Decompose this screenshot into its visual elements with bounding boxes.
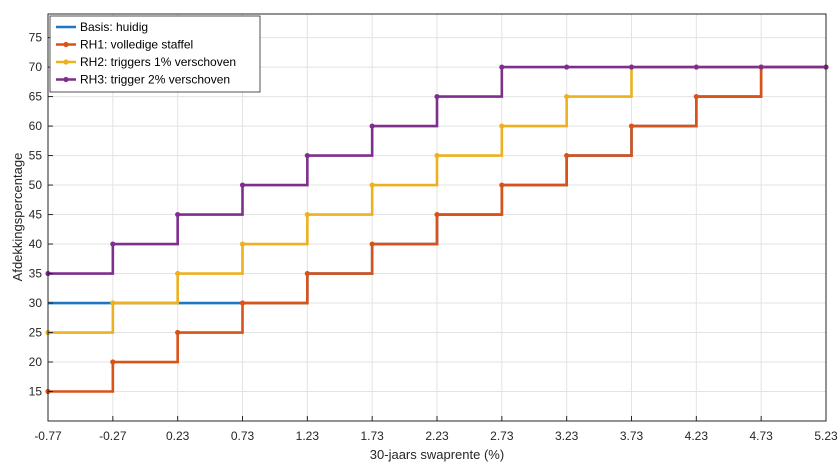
series-2-point bbox=[564, 152, 570, 159]
y-tick-label: 25 bbox=[29, 326, 43, 340]
y-tick-label: 60 bbox=[29, 119, 43, 133]
x-axis-label: 30-jaars swaprente (%) bbox=[370, 447, 504, 462]
y-axis-label: Afdekkingspercentage bbox=[10, 153, 25, 282]
x-tick-label: 3.73 bbox=[620, 429, 644, 443]
series-line-3 bbox=[48, 65, 826, 334]
x-tick-label: 4.23 bbox=[685, 429, 709, 443]
series-4-point bbox=[628, 64, 635, 70]
series-4-point bbox=[369, 123, 375, 129]
x-tick-label: 0.23 bbox=[166, 429, 190, 443]
x-tick-label: 2.23 bbox=[425, 429, 449, 443]
y-tick-label: 35 bbox=[29, 267, 43, 281]
series-3-point bbox=[110, 300, 116, 306]
y-tick-label: 40 bbox=[29, 237, 43, 251]
series-4-point bbox=[564, 64, 570, 70]
series-4-point bbox=[499, 64, 505, 70]
y-tick-label: 75 bbox=[29, 31, 43, 45]
series-3-point bbox=[564, 93, 570, 100]
series-3-point bbox=[369, 182, 375, 188]
series-2-point bbox=[369, 241, 375, 247]
series-2-point bbox=[239, 300, 246, 306]
legend-label: Basis: huidig bbox=[80, 20, 148, 34]
series-2-point bbox=[175, 329, 181, 336]
x-tick-label: -0.77 bbox=[34, 429, 62, 443]
series-line-2 bbox=[48, 65, 826, 393]
y-tick-label: 45 bbox=[29, 208, 43, 222]
series-3-point bbox=[499, 123, 505, 129]
series-3-point bbox=[239, 241, 246, 247]
series-2-point bbox=[628, 123, 635, 129]
legend-marker bbox=[63, 59, 69, 65]
series-4-point bbox=[110, 241, 116, 247]
series-4-point bbox=[758, 64, 764, 70]
y-tick-label: 50 bbox=[29, 178, 43, 192]
y-tick-label: 65 bbox=[29, 90, 43, 104]
y-tick-label: 30 bbox=[29, 296, 43, 310]
x-tick-label: -0.27 bbox=[99, 429, 127, 443]
legend-label: RH3: trigger 2% verschoven bbox=[80, 73, 230, 87]
series-4-point bbox=[434, 93, 440, 100]
x-tick-label: 4.73 bbox=[749, 429, 773, 443]
series-4-point bbox=[693, 64, 699, 70]
x-tick-label: 2.73 bbox=[490, 429, 514, 443]
series-4-point bbox=[175, 211, 181, 218]
y-tick-label: 70 bbox=[29, 60, 43, 74]
series-2-point bbox=[499, 182, 505, 188]
x-tick-label: 1.73 bbox=[360, 429, 384, 443]
y-axis-ticks: 15 20 25 30 35 40 45 50 55 60 65 70 75 bbox=[29, 31, 53, 399]
y-tick-label: 15 bbox=[29, 385, 43, 399]
x-tick-label: 5.23 bbox=[814, 429, 838, 443]
legend-label: RH2: triggers 1% verschoven bbox=[80, 55, 236, 69]
series-3-point bbox=[434, 152, 440, 159]
x-tick-label: 0.73 bbox=[231, 429, 255, 443]
series-lines bbox=[48, 65, 826, 393]
y-tick-label: 20 bbox=[29, 355, 43, 369]
legend-box bbox=[49, 15, 261, 93]
series-2-point bbox=[434, 211, 440, 218]
x-tick-label: 1.23 bbox=[296, 429, 320, 443]
legend: Basis: huidig RH1: volledige staffel RH2: … bbox=[49, 15, 261, 93]
series-markers bbox=[45, 64, 829, 395]
series-4-point bbox=[239, 182, 246, 188]
legend-label: RH1: volledige staffel bbox=[80, 38, 193, 52]
series-2-point bbox=[110, 359, 116, 365]
legend-marker bbox=[63, 76, 69, 83]
series-2-point bbox=[693, 93, 699, 100]
series-4-point bbox=[304, 152, 310, 159]
series-2-point bbox=[304, 270, 310, 277]
x-axis-ticks: -0.77 -0.27 0.23 0.73 1.23 1.73 2.23 2.73 3.23 3.… bbox=[34, 416, 838, 443]
legend-marker bbox=[63, 41, 69, 48]
series-line-4 bbox=[48, 65, 826, 275]
series-3-point bbox=[175, 270, 181, 277]
x-tick-label: 3.23 bbox=[555, 429, 579, 443]
series-3-point bbox=[304, 211, 310, 218]
y-tick-label: 55 bbox=[29, 149, 43, 163]
